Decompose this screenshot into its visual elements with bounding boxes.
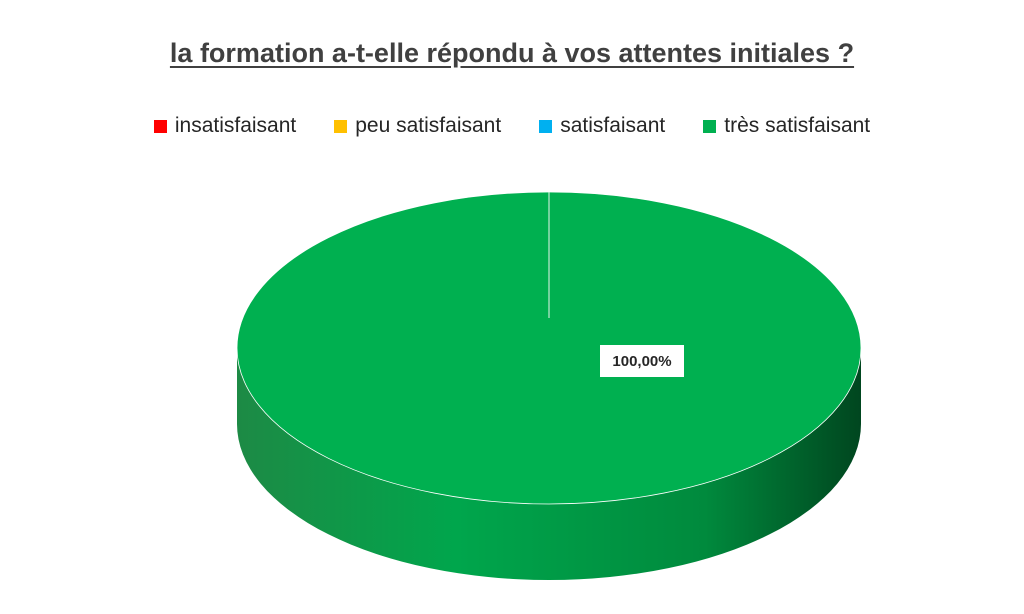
chart-title: la formation a-t-elle répondu à vos atte…: [169, 38, 855, 68]
legend-swatch: [334, 119, 348, 133]
legend-label: peu satisfaisant: [355, 114, 502, 137]
legend-swatch: [703, 119, 717, 133]
legend: insatisfaisant peu satisfaisant satisfai…: [0, 114, 1024, 138]
data-label: 100,00%: [612, 353, 671, 370]
legend-item-peu-satisfaisant: peu satisfaisant: [334, 114, 501, 138]
legend-item-satisfaisant: satisfaisant: [539, 114, 665, 138]
legend-item-tres-satisfaisant: très satisfaisant: [703, 114, 870, 138]
legend-swatch: [153, 119, 167, 133]
legend-swatch: [539, 119, 553, 133]
legend-item-insatisfaisant: insatisfaisant: [153, 114, 297, 138]
legend-label: satisfaisant: [560, 114, 666, 137]
pie-slice-side: [237, 348, 861, 580]
data-label-box: [600, 345, 684, 377]
legend-label: insatisfaisant: [174, 114, 297, 137]
legend-label: très satisfaisant: [724, 114, 871, 137]
